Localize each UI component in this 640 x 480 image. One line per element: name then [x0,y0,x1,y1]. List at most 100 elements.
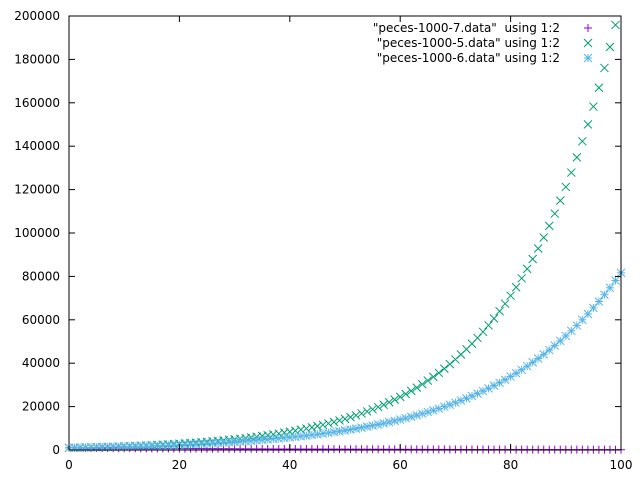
data-point [302,424,311,433]
x-tick-label: 20 [172,458,187,472]
y-tick-label: 100000 [14,226,60,240]
data-point [611,20,620,30]
data-point [384,417,394,427]
data-point [445,359,455,369]
data-point [417,379,427,389]
data-point [395,392,405,402]
data-point [340,414,350,424]
data-point [390,416,400,426]
data-point [478,327,488,337]
data-point [395,415,405,424]
legend-item: "peces-1000-7.data" using 1:2 [373,21,592,35]
data-point [544,345,554,355]
data-point [566,168,576,177]
y-tick-label: 20000 [22,400,60,414]
data-point [335,416,344,425]
data-point [528,254,538,264]
data-point [329,427,339,437]
data-point [428,372,438,382]
data-point [368,421,377,430]
data-point [517,365,526,375]
data-point [566,326,576,336]
data-point [324,419,333,428]
data-point [313,421,322,431]
y-tick-label: 200000 [14,9,60,23]
data-point [517,273,526,283]
data-point [373,402,383,412]
series-3 [64,268,626,453]
data-points-layer [64,20,626,454]
legend-label: "peces-1000-7.data" using 1:2 [373,21,560,35]
y-tick-label: 120000 [14,183,60,197]
data-point [351,410,361,420]
data-point [428,405,438,415]
data-point [346,412,355,422]
data-point [572,152,582,162]
legend-label: "peces-1000-5.data" using 1:2 [377,36,560,50]
data-point [539,233,549,242]
data-point [434,368,444,378]
data-point [351,424,361,433]
data-point [550,209,560,218]
data-point [489,314,499,323]
data-point [495,306,504,316]
data-point [423,376,433,386]
x-tick-label: 0 [65,458,73,472]
data-point [417,409,427,419]
data-point [611,276,620,285]
data-point [390,395,400,404]
data-point [511,282,521,292]
data-point [594,83,604,93]
y-tick-label: 60000 [22,313,60,327]
plot-frame [68,15,622,451]
data-point [605,283,615,293]
data-point [583,120,593,129]
legend-item: "peces-1000-6.data" using 1:2 [377,51,593,65]
data-point [379,400,388,410]
y-tick-label: 160000 [14,96,60,110]
data-point [451,398,460,408]
data-point [329,417,339,427]
legend-marker [583,53,593,63]
data-point [368,404,377,414]
x-tick-label: 60 [393,458,408,472]
data-point [412,383,422,393]
data-point [600,63,609,73]
y-tick-label: 0 [52,443,60,457]
data-point [544,221,554,231]
data-point [539,349,549,359]
data-point [406,386,416,396]
data-point [412,410,422,420]
data-point [528,358,538,367]
data-point [589,102,598,111]
data-point [406,412,416,422]
data-point [346,425,355,434]
legend-marker [584,24,592,32]
data-point [484,320,493,330]
data-point [379,418,388,428]
data-point [511,368,521,378]
data-point [589,303,598,313]
data-point [445,400,455,410]
data-point [357,423,366,432]
data-point [318,420,328,430]
data-point [522,361,532,371]
data-point [357,409,366,418]
data-point [605,42,615,52]
data-point [440,402,449,412]
legend-item: "peces-1000-5.data" using 1:2 [377,36,593,50]
y-tick-label: 40000 [22,356,60,370]
data-point [550,341,560,350]
data-point [555,196,565,205]
data-point [500,299,510,309]
y-tick-label: 80000 [22,269,60,283]
data-point [362,407,372,416]
data-point [506,291,515,301]
data-point [578,136,587,146]
data-point [401,389,411,399]
data-point [340,426,350,435]
x-tick-label: 100 [610,458,633,472]
data-point [384,397,394,407]
data-point [401,413,411,423]
